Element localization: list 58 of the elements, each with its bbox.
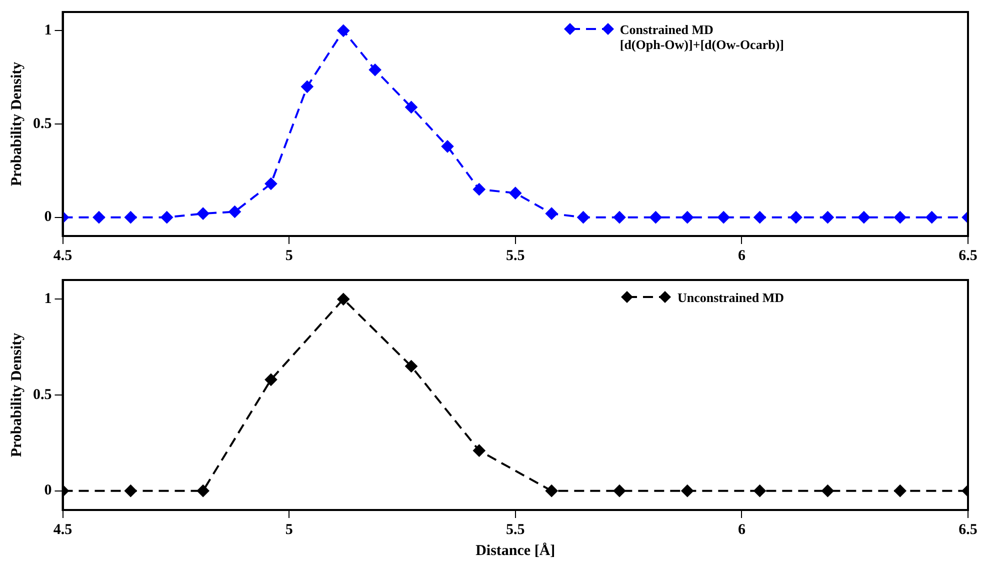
y-axis-title: Probability Density <box>8 61 25 186</box>
point <box>858 211 870 224</box>
point <box>337 24 350 37</box>
point <box>681 211 694 224</box>
x-tick-label: 5.5 <box>506 248 525 264</box>
point <box>681 484 694 497</box>
point <box>228 206 241 218</box>
point <box>754 484 766 497</box>
x-tick-label: 5 <box>285 248 293 264</box>
y-tick-label: 0.5 <box>33 386 52 403</box>
point <box>509 187 522 200</box>
point <box>337 293 350 306</box>
y-tick-label: 0 <box>44 482 52 499</box>
point <box>822 484 834 497</box>
x-tick-label: 4.5 <box>53 522 72 538</box>
point <box>613 484 626 497</box>
point <box>124 484 137 497</box>
y-axis-title: Probability Density <box>8 332 25 458</box>
x-tick-label: 4.5 <box>53 248 72 264</box>
point <box>546 484 558 497</box>
point <box>197 208 210 220</box>
x-tick-label: 6 <box>738 248 746 264</box>
x-tick-label: 5 <box>285 522 293 538</box>
point <box>718 211 730 224</box>
point <box>92 211 105 224</box>
point <box>894 211 906 224</box>
x-tick-label: 5.5 <box>506 522 525 538</box>
point <box>369 64 382 76</box>
point <box>754 211 766 224</box>
point <box>473 444 486 457</box>
y-tick-label: 1 <box>44 22 52 39</box>
point <box>650 211 662 224</box>
point <box>441 140 454 152</box>
legend-label: Constrained MD [d(Oph-Ow)]+[d(Ow-Ocarb)] <box>620 22 784 52</box>
y-tick-label: 1 <box>44 291 52 308</box>
point <box>405 101 418 114</box>
point <box>124 211 137 224</box>
point <box>405 360 418 372</box>
x-tick-label: 6.5 <box>958 522 978 538</box>
point <box>160 211 173 224</box>
point <box>790 211 802 224</box>
x-axis-title: Distance [Å] <box>476 542 556 559</box>
point <box>577 211 590 224</box>
legend-label: Unconstrained MD <box>677 290 784 305</box>
y-tick-label: 0.5 <box>33 116 52 132</box>
point <box>197 484 210 497</box>
point <box>894 484 906 497</box>
point <box>822 211 834 224</box>
y-tick-label: 0 <box>44 209 52 226</box>
point <box>473 183 486 196</box>
point <box>613 211 626 224</box>
point <box>301 80 314 93</box>
point <box>264 178 277 190</box>
point <box>926 211 938 224</box>
x-tick-label: 6.5 <box>958 248 978 264</box>
x-tick-label: 6 <box>738 522 746 538</box>
point <box>264 374 277 386</box>
point <box>546 208 558 220</box>
